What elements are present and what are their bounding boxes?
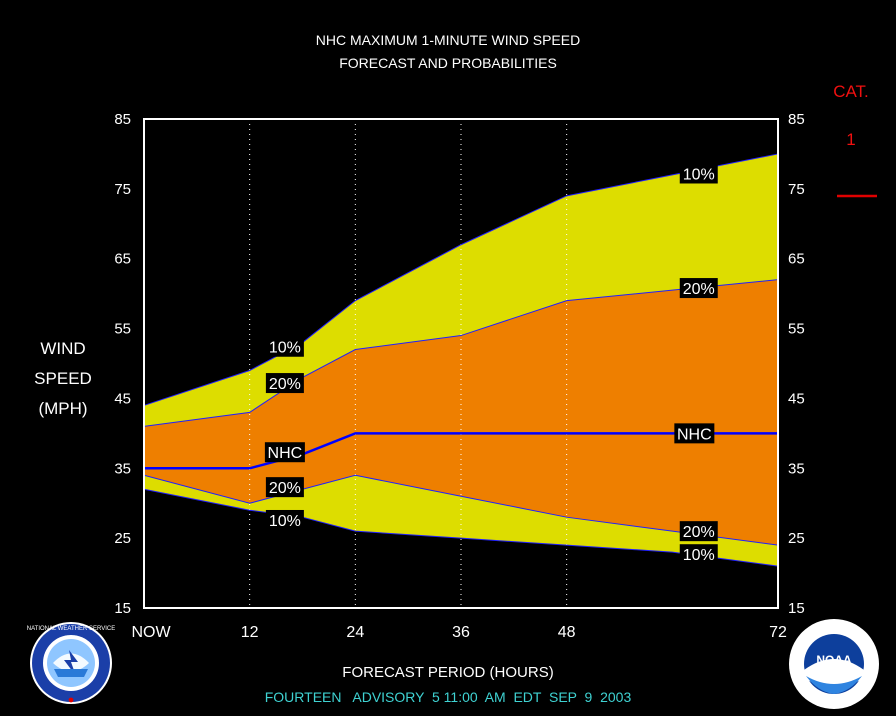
y-tick-label-right: 75	[788, 181, 805, 198]
y-tick-label-left: 85	[114, 111, 131, 128]
y-tick-label-right: 85	[788, 111, 805, 128]
series-label-box	[679, 544, 718, 565]
y-tick-label-right: 25	[788, 530, 805, 547]
series-label-box	[679, 163, 718, 184]
x-tick-label: NOW	[131, 624, 171, 641]
series-label-box	[265, 336, 304, 357]
category-label: CAT.	[833, 82, 869, 101]
series-label: 10%	[269, 513, 301, 530]
y-tick-label-right: 65	[788, 251, 805, 268]
x-tick-label: 72	[769, 624, 787, 641]
y-axis-label-line2: SPEED	[34, 369, 92, 388]
noaa-logo-text: NOAA	[816, 653, 852, 667]
plot-frame	[143, 118, 779, 609]
y-tick-label-left: 65	[114, 251, 131, 268]
series-line-upper-10pct	[143, 153, 779, 406]
x-tick-label: 12	[241, 624, 259, 641]
series-label-box	[265, 477, 304, 498]
series-label: 20%	[269, 376, 301, 393]
y-tick-label-left: 45	[114, 390, 131, 407]
series-label-box	[674, 423, 715, 444]
series-label: 20%	[683, 524, 715, 541]
series-label: 10%	[683, 547, 715, 564]
noaa-logo-icon: NOAA	[789, 619, 879, 709]
y-tick-label-left: 75	[114, 181, 131, 198]
series-label-box	[265, 373, 304, 394]
series-label: NHC	[677, 426, 712, 443]
x-tick-label: 24	[346, 624, 364, 641]
series-line-nhc-forecast	[144, 432, 778, 470]
chart-subtitle: FORECAST AND PROBABILITIES	[339, 55, 557, 71]
series-line-lower-10pct	[143, 488, 779, 567]
series-label: NHC	[268, 445, 303, 462]
y-tick-label-right: 35	[788, 460, 805, 477]
y-tick-label-right: 45	[788, 390, 805, 407]
y-tick-label-right: 55	[788, 321, 805, 338]
series-label: 20%	[683, 281, 715, 298]
y-tick-label-right: 15	[788, 600, 805, 617]
y-axis-label-line1: WIND	[40, 339, 86, 358]
x-axis-label: FORECAST PERIOD (HOURS)	[342, 664, 554, 681]
series-line-upper-20pct	[143, 279, 779, 427]
x-tick-label: 48	[558, 624, 576, 641]
advisory-footer: FOURTEEN ADVISORY 5 11:00 AM EDT SEP 9 2…	[264, 689, 632, 705]
chart-title: NHC MAXIMUM 1-MINUTE WIND SPEED	[315, 32, 581, 48]
nws-logo-icon: NATIONAL WEATHER SERVICE	[27, 622, 115, 704]
series-label-box	[264, 442, 305, 463]
x-tick-label: 36	[452, 624, 470, 641]
series-line-lower-20pct	[143, 474, 779, 546]
y-axis-label-line3: (MPH)	[38, 399, 88, 418]
nws-logo-text: NATIONAL WEATHER SERVICE	[27, 626, 115, 632]
y-tick-label-left: 35	[114, 460, 131, 477]
series-label-box	[265, 509, 304, 530]
series-label-box	[679, 278, 718, 299]
series-label: 10%	[683, 166, 715, 183]
series-label: 10%	[269, 340, 301, 357]
category-value: 1	[846, 130, 856, 149]
series-label: 20%	[269, 480, 301, 497]
series-label-box	[679, 521, 718, 542]
y-tick-label-left: 55	[114, 321, 131, 338]
y-tick-label-left: 15	[114, 600, 131, 617]
y-tick-label-left: 25	[114, 530, 131, 547]
